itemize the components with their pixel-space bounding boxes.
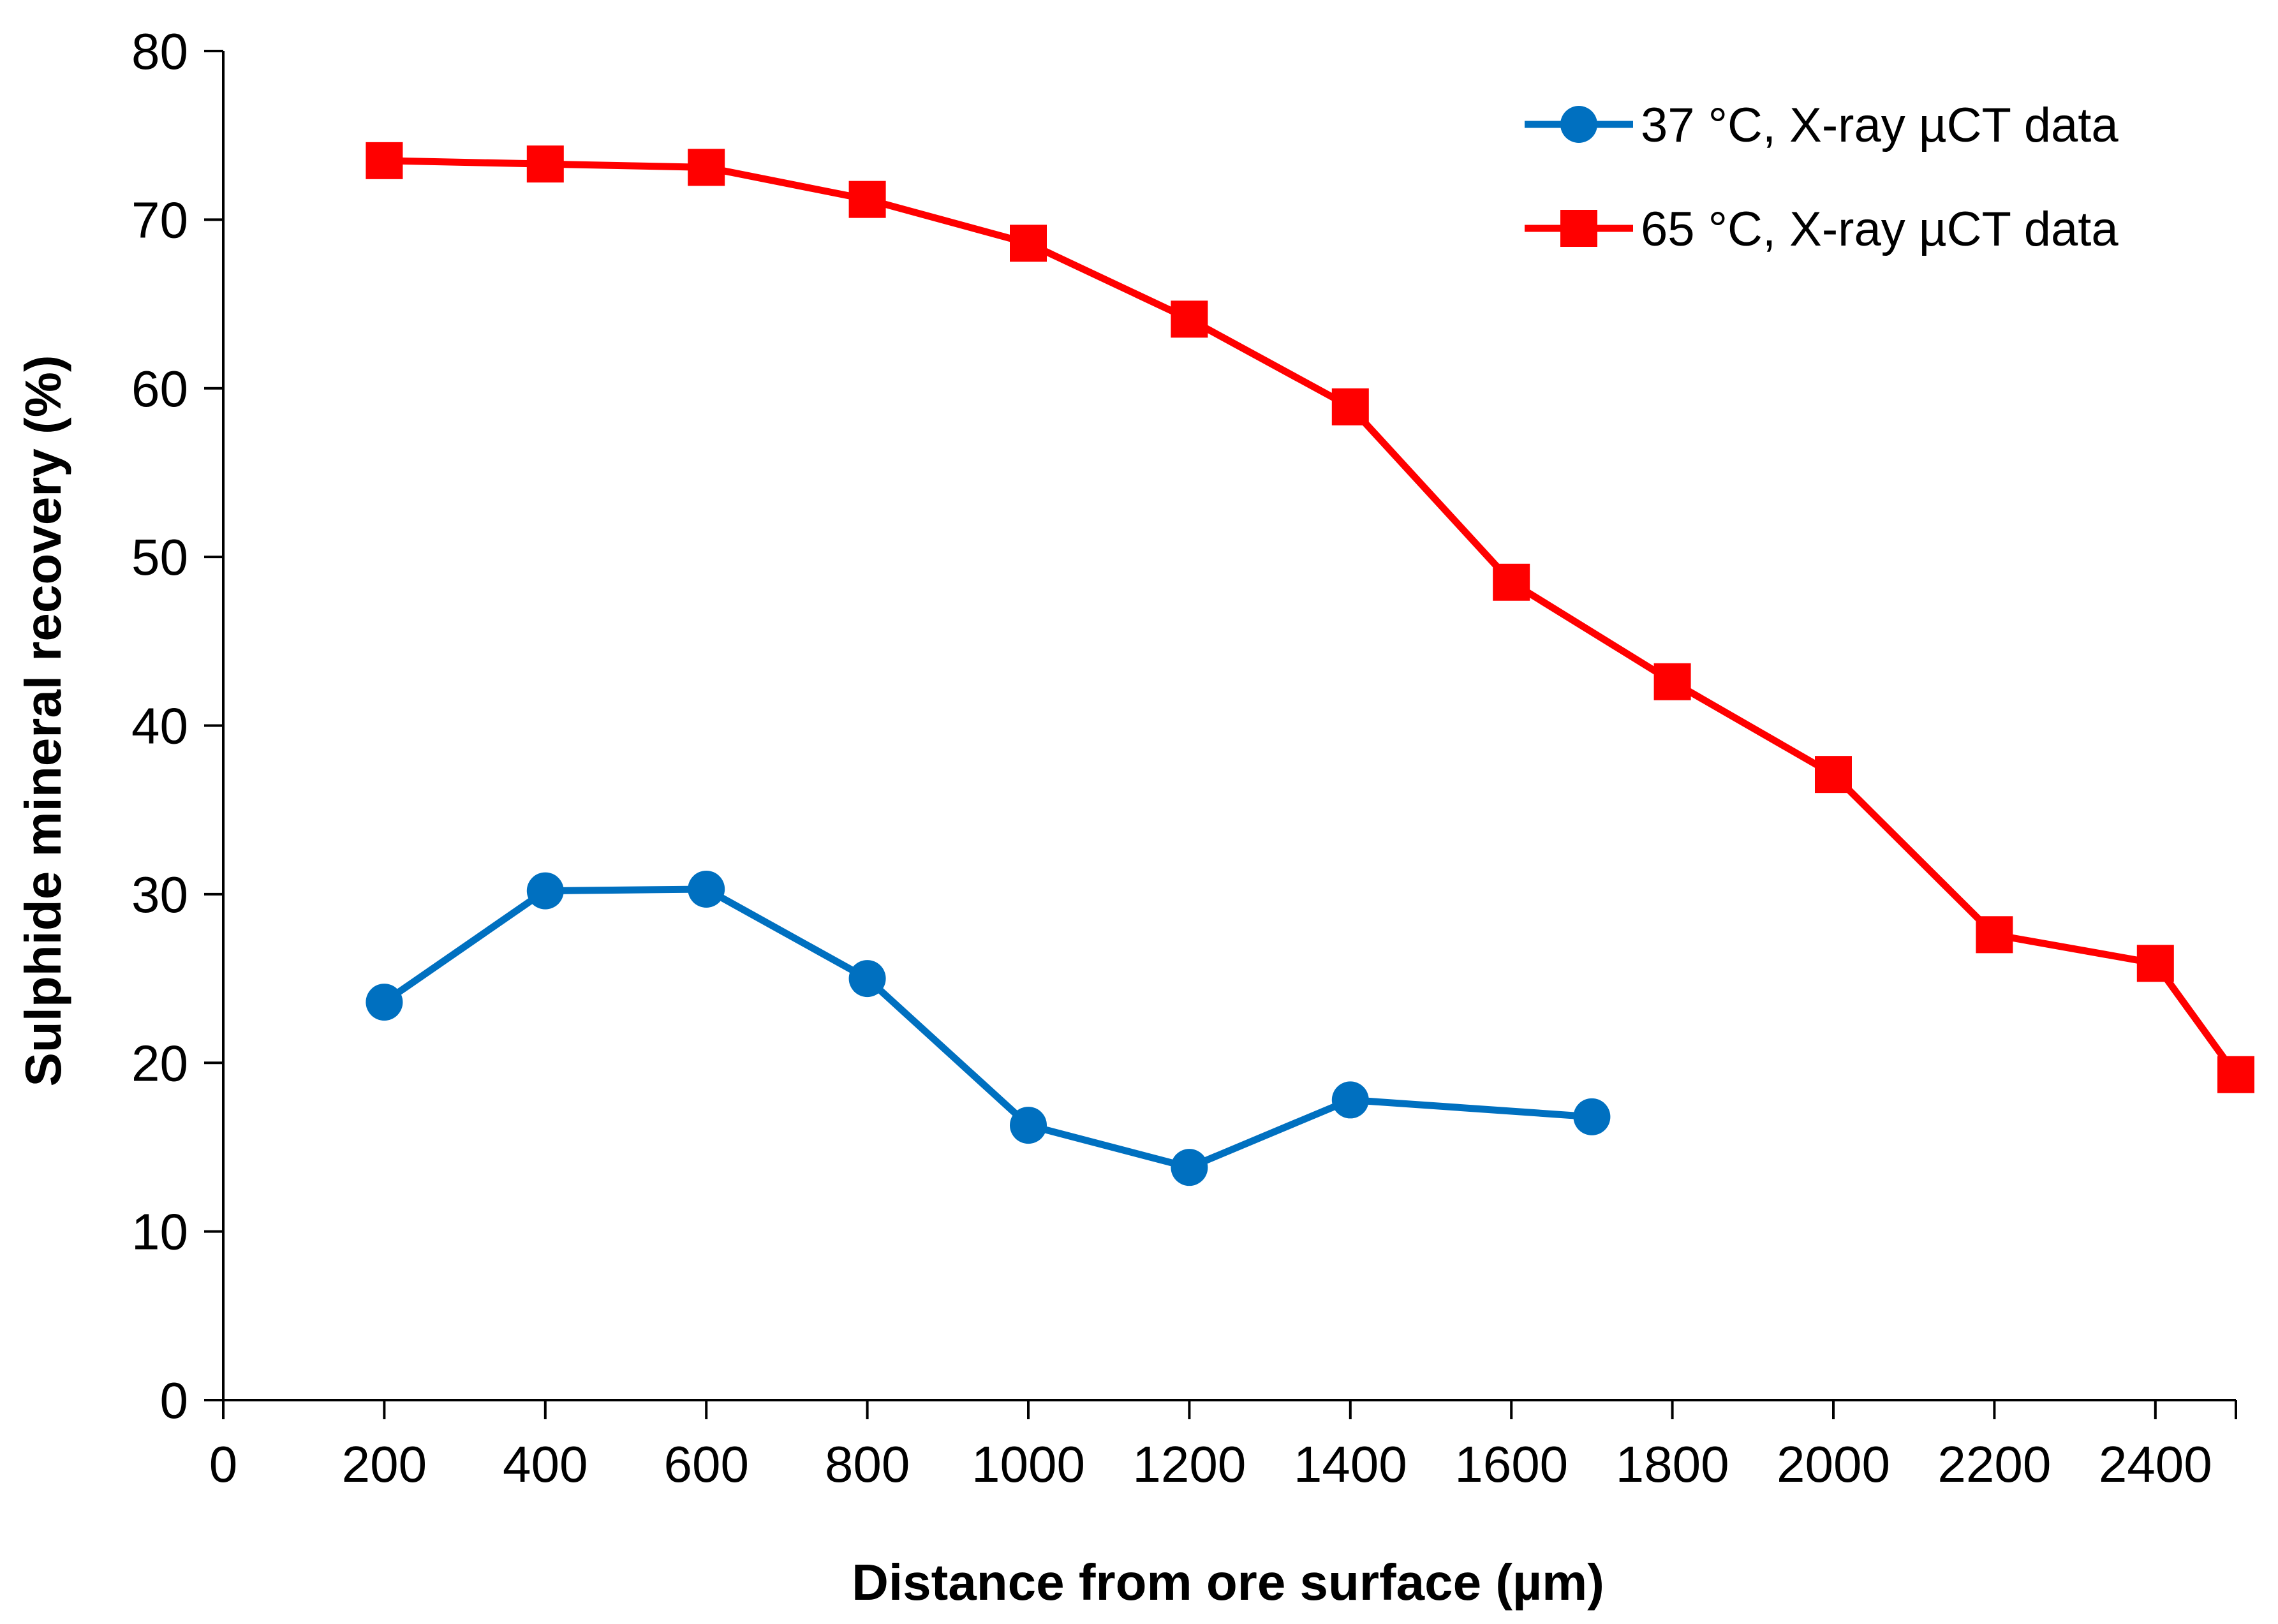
legend-item-1: 37 °C, X-ray µCT data (1525, 98, 2119, 152)
y-tick-label: 60 (131, 360, 188, 417)
y-axis-title: Sulphide mineral recovery (%) (15, 355, 71, 1086)
data-point (526, 145, 564, 183)
data-point (366, 984, 403, 1021)
legend-label: 37 °C, X-ray µCT data (1641, 98, 2119, 152)
data-point (1653, 663, 1691, 700)
series-2 (366, 142, 2254, 1093)
data-point (1331, 388, 1369, 425)
data-point (688, 149, 725, 186)
x-tick-label: 200 (342, 1436, 427, 1493)
data-point (1171, 300, 1208, 338)
legend-marker (1560, 106, 1597, 143)
data-point (2136, 945, 2174, 982)
y-tick-label: 40 (131, 698, 188, 755)
data-point (1010, 225, 1047, 262)
data-point (1331, 1081, 1369, 1119)
data-point (848, 181, 886, 218)
y-tick-label: 50 (131, 529, 188, 586)
x-axis-title: Distance from ore surface (µm) (852, 1554, 1604, 1611)
series-1 (366, 870, 1611, 1186)
data-point (688, 870, 725, 908)
y-tick-label: 0 (160, 1372, 189, 1429)
data-point (1815, 756, 1852, 794)
x-tick-label: 1800 (1616, 1436, 1729, 1493)
legend-label: 65 °C, X-ray µCT data (1641, 202, 2119, 256)
x-tick-label: 1400 (1294, 1436, 1407, 1493)
y-tick-label: 70 (131, 191, 188, 248)
legend: 37 °C, X-ray µCT data 65 °C, X-ray µCT da… (1525, 98, 2119, 256)
data-point (1976, 916, 2013, 954)
data-point (1573, 1098, 1611, 1135)
x-tick-label: 2000 (1777, 1436, 1890, 1493)
series-line (382, 885, 1592, 1171)
x-tick-label: 0 (209, 1436, 238, 1493)
x-tick-label: 400 (503, 1436, 588, 1493)
x-tick-label: 2200 (1937, 1436, 2051, 1493)
data-point (1171, 1149, 1208, 1186)
y-tick-label: 20 (131, 1035, 188, 1091)
data-point (2217, 1056, 2254, 1093)
y-tick-label: 80 (131, 23, 188, 80)
data-point (1493, 563, 1530, 601)
series-line (384, 157, 2239, 1077)
data-point (848, 960, 886, 998)
y-tick-label: 10 (131, 1204, 188, 1260)
data-point (1010, 1107, 1047, 1144)
data-point (526, 872, 564, 910)
data-point (366, 142, 403, 179)
x-tick-label: 1000 (972, 1436, 1085, 1493)
x-tick-label: 800 (825, 1436, 910, 1493)
legend-item-2: 65 °C, X-ray µCT data (1525, 202, 2119, 256)
series-layer (366, 142, 2254, 1186)
x-tick-label: 2400 (2099, 1436, 2212, 1493)
x-tick-label: 1200 (1132, 1436, 1246, 1493)
x-tick-label: 600 (663, 1436, 748, 1493)
legend-marker (1560, 210, 1597, 247)
y-tick-label: 30 (131, 866, 188, 923)
x-tick-label: 1600 (1454, 1436, 1568, 1493)
